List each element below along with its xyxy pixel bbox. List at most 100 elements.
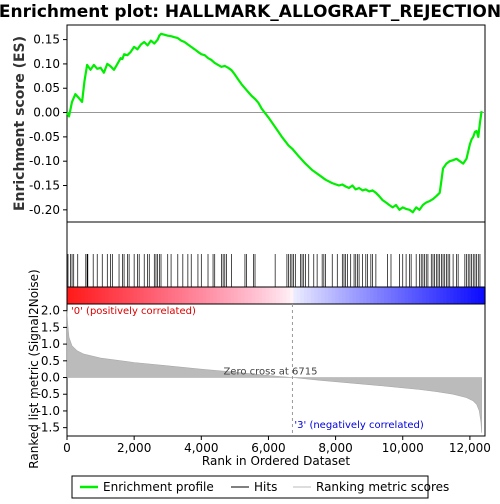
heatmap-segment xyxy=(202,287,207,304)
heatmap-segment xyxy=(241,287,246,304)
heatmap-segment xyxy=(352,287,357,304)
heatmap-segment xyxy=(328,287,333,304)
heatmap-segment xyxy=(314,287,319,304)
heatmap-segment xyxy=(185,287,190,304)
heatmap-segment xyxy=(143,287,148,304)
heatmap-segment xyxy=(282,287,288,304)
negative-correlation-label: '3' (negatively correlated) xyxy=(294,420,423,431)
heatmap-segment xyxy=(377,287,382,304)
heatmap-segment xyxy=(471,287,476,304)
rank-heatmap-bar xyxy=(66,286,486,305)
heatmap-segment xyxy=(70,287,75,304)
heatmap-segment xyxy=(199,287,204,304)
heatmap-segment xyxy=(446,287,451,304)
hits-panel-frame xyxy=(66,221,486,288)
x-tick-label: 12,000 xyxy=(449,441,491,455)
x-tick-label: 4,000 xyxy=(184,441,218,455)
heatmap-segment xyxy=(157,287,162,304)
heatmap-segment xyxy=(101,287,106,304)
heatmap-segment xyxy=(401,287,406,304)
heatmap-segment xyxy=(474,287,479,304)
heatmap-segment xyxy=(234,287,239,304)
heatmap-segment xyxy=(457,287,462,304)
enrichment-profile-line xyxy=(66,32,483,214)
x-axis-label: Rank in Ordered Dataset xyxy=(202,454,350,468)
heatmap-segment xyxy=(363,287,368,304)
metric-y-tick-label: 0.5 xyxy=(41,354,60,368)
es-y-axis-label: Enrichment score (ES) xyxy=(12,36,28,211)
heatmap-segment xyxy=(230,287,235,304)
heatmap-segment xyxy=(370,287,375,304)
positive-correlation-label: '0' (positively correlated) xyxy=(71,306,196,317)
heatmap-segment xyxy=(272,287,277,304)
heatmap-segment xyxy=(154,287,159,304)
heatmap-segment xyxy=(265,287,270,304)
heatmap-segment xyxy=(359,287,364,304)
heatmap-segment xyxy=(248,287,253,304)
heatmap-segment xyxy=(342,287,347,304)
heatmap-segment xyxy=(415,287,420,304)
heatmap-segment xyxy=(425,287,430,304)
metric-y-tick-label: 0.0 xyxy=(41,371,60,385)
heatmap-segment xyxy=(331,287,336,304)
heatmap-segment xyxy=(84,287,89,304)
heatmap-segment xyxy=(303,287,308,304)
heatmap-segment xyxy=(387,287,392,304)
heatmap-segment xyxy=(115,287,120,304)
heatmap-segment xyxy=(206,287,211,304)
ranking-metric-area xyxy=(66,310,482,433)
es-panel-frame xyxy=(66,24,486,223)
heatmap-segment xyxy=(195,287,200,304)
heatmap-segment xyxy=(258,287,263,304)
heatmap-segment xyxy=(453,287,458,304)
heatmap-segment xyxy=(296,287,301,304)
heatmap-segment xyxy=(255,287,260,304)
heatmap-segment xyxy=(178,287,183,304)
heatmap-segment xyxy=(411,287,416,304)
heatmap-segment xyxy=(129,287,134,304)
heatmap-segment xyxy=(345,287,350,304)
hits-panel xyxy=(66,221,486,288)
heatmap-segment xyxy=(209,287,214,304)
heatmap-segment xyxy=(108,287,113,304)
heatmap-segment xyxy=(443,287,448,304)
heatmap-segment xyxy=(126,287,131,304)
heatmap-segment xyxy=(404,287,409,304)
heatmap-segment xyxy=(213,287,218,304)
heatmap-segment xyxy=(168,287,173,304)
heatmap-segment xyxy=(87,287,92,304)
x-tick-label: 10,000 xyxy=(382,441,424,455)
heatmap-segment xyxy=(140,287,145,304)
heatmap-segment xyxy=(164,287,169,304)
heatmap-segment xyxy=(338,287,343,304)
heatmap-segment xyxy=(460,287,465,304)
heatmap-segment xyxy=(286,287,291,304)
metric-y-tick-label: -0.5 xyxy=(37,387,60,401)
heatmap-segment xyxy=(481,287,486,304)
heatmap-segment xyxy=(394,287,399,304)
heatmap-segment xyxy=(300,287,305,304)
metric-y-tick-label: 2.0 xyxy=(41,304,60,318)
heatmap-segment xyxy=(317,287,322,304)
heatmap-segment xyxy=(432,287,437,304)
heatmap-segment xyxy=(119,287,124,304)
heatmap-segment xyxy=(356,287,361,304)
x-tick-label: 8,000 xyxy=(318,441,352,455)
metric-y-axis-label: Ranked list metric (Signal2Noise) xyxy=(27,269,41,468)
legend-label: Enrichment profile xyxy=(103,480,214,494)
heatmap-segment xyxy=(133,287,138,304)
heatmap-segment xyxy=(136,287,141,304)
heatmap-segment xyxy=(251,287,256,304)
heatmap-segment xyxy=(321,287,326,304)
heatmap-segment xyxy=(307,287,312,304)
heatmap-segment xyxy=(310,287,315,304)
heatmap-segment xyxy=(188,287,193,304)
heatmap-segment xyxy=(436,287,441,304)
heatmap-segment xyxy=(366,287,371,304)
heatmap-segment xyxy=(450,287,455,304)
heatmap-segment xyxy=(418,287,423,304)
es-y-tick-label: -0.15 xyxy=(29,179,60,193)
metric-panel: Zero cross at 6715 '0' (positively correl… xyxy=(27,269,491,468)
heatmap-segment xyxy=(161,287,166,304)
